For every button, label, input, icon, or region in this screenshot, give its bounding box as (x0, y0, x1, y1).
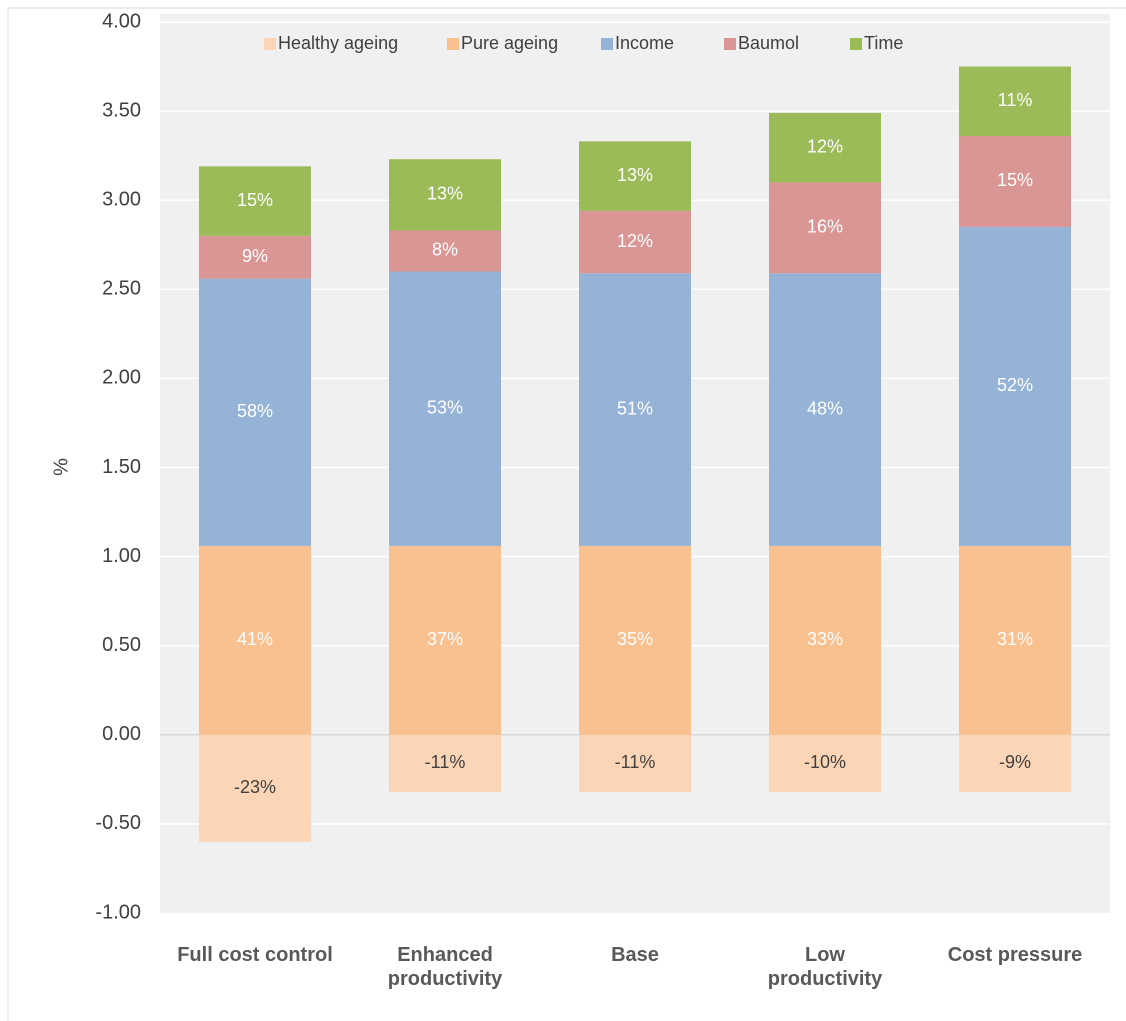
y-tick-label: 0.00 (102, 723, 141, 745)
data-label: 8% (432, 240, 458, 260)
bar-segment (769, 545, 881, 735)
y-tick-label: 3.50 (102, 99, 141, 121)
x-tick-label: Base (611, 944, 659, 966)
y-tick-label: 1.00 (102, 545, 141, 567)
data-label: 13% (617, 165, 653, 185)
x-tick-label: Low productivity (767, 944, 883, 990)
data-label: 11% (998, 90, 1033, 110)
data-label: -11% (425, 752, 466, 772)
bar-segment (389, 271, 501, 546)
y-tick-label: 1.50 (102, 456, 141, 478)
data-label: 15% (237, 190, 273, 210)
y-tick-label: -0.50 (95, 812, 141, 834)
bar-segment (389, 159, 501, 231)
data-label: 35% (617, 629, 653, 649)
x-tick-label: Enhanced productivity (387, 944, 503, 990)
data-label: -10% (804, 752, 846, 772)
legend-swatch (447, 38, 459, 50)
bar-segment (199, 734, 311, 842)
x-tick-label: Full cost control (177, 944, 333, 966)
bar-segment (959, 226, 1071, 546)
bar-segment (579, 210, 691, 274)
bar-segment (579, 273, 691, 546)
y-tick-label: 2.50 (102, 278, 141, 300)
y-tick-label: 0.50 (102, 634, 141, 656)
bar-segment (199, 545, 311, 735)
data-label: -9% (999, 752, 1031, 772)
legend-label: Time (864, 33, 903, 53)
legend-swatch (601, 38, 613, 50)
bar-segment (959, 545, 1071, 735)
bar-segment (579, 734, 691, 792)
x-tick-label: Cost pressure (947, 944, 1083, 966)
y-tick-label: 2.00 (102, 367, 141, 389)
bar-segment (389, 230, 501, 272)
data-label: 33% (807, 629, 843, 649)
bar-segment (959, 66, 1071, 137)
data-label: 16% (807, 217, 843, 237)
bar-segment (769, 734, 881, 792)
y-tick-label: -1.00 (95, 901, 141, 923)
bar-segment (579, 545, 691, 735)
bar-segment (769, 182, 881, 274)
bar-segment (769, 112, 881, 183)
data-label: 41% (237, 629, 273, 649)
bar-segment (199, 166, 311, 236)
data-label: 12% (617, 231, 653, 251)
data-label: 31% (997, 629, 1033, 649)
data-label: 15% (997, 170, 1033, 190)
bar-segment (199, 278, 311, 546)
data-label: -11% (615, 752, 656, 772)
legend-swatch (724, 38, 736, 50)
legend-label: Pure ageing (461, 33, 558, 53)
data-label: -23% (234, 777, 276, 797)
y-axis-label: % (50, 458, 72, 476)
data-label: 12% (807, 136, 843, 156)
data-label: 53% (427, 397, 463, 417)
data-label: 48% (807, 398, 843, 418)
bar-segment (769, 273, 881, 546)
data-label: 13% (427, 184, 463, 204)
bar-segment (959, 136, 1071, 227)
legend-swatch (850, 38, 862, 50)
data-label: 9% (242, 246, 268, 266)
legend-swatch (264, 38, 276, 50)
data-label: 58% (237, 401, 273, 421)
bar-segment (199, 235, 311, 279)
bar-segment (389, 734, 501, 792)
legend-label: Healthy ageing (278, 33, 398, 53)
bar-segment (389, 545, 501, 735)
data-label: 51% (617, 398, 653, 418)
data-label: 52% (997, 375, 1033, 395)
legend-label: Baumol (738, 33, 799, 53)
bar-segment (579, 141, 691, 211)
y-tick-label: 3.00 (102, 188, 141, 210)
legend-label: Income (615, 33, 674, 53)
data-label: 37% (427, 629, 463, 649)
bar-segment (959, 734, 1071, 792)
y-tick-label: 4.00 (102, 10, 141, 32)
